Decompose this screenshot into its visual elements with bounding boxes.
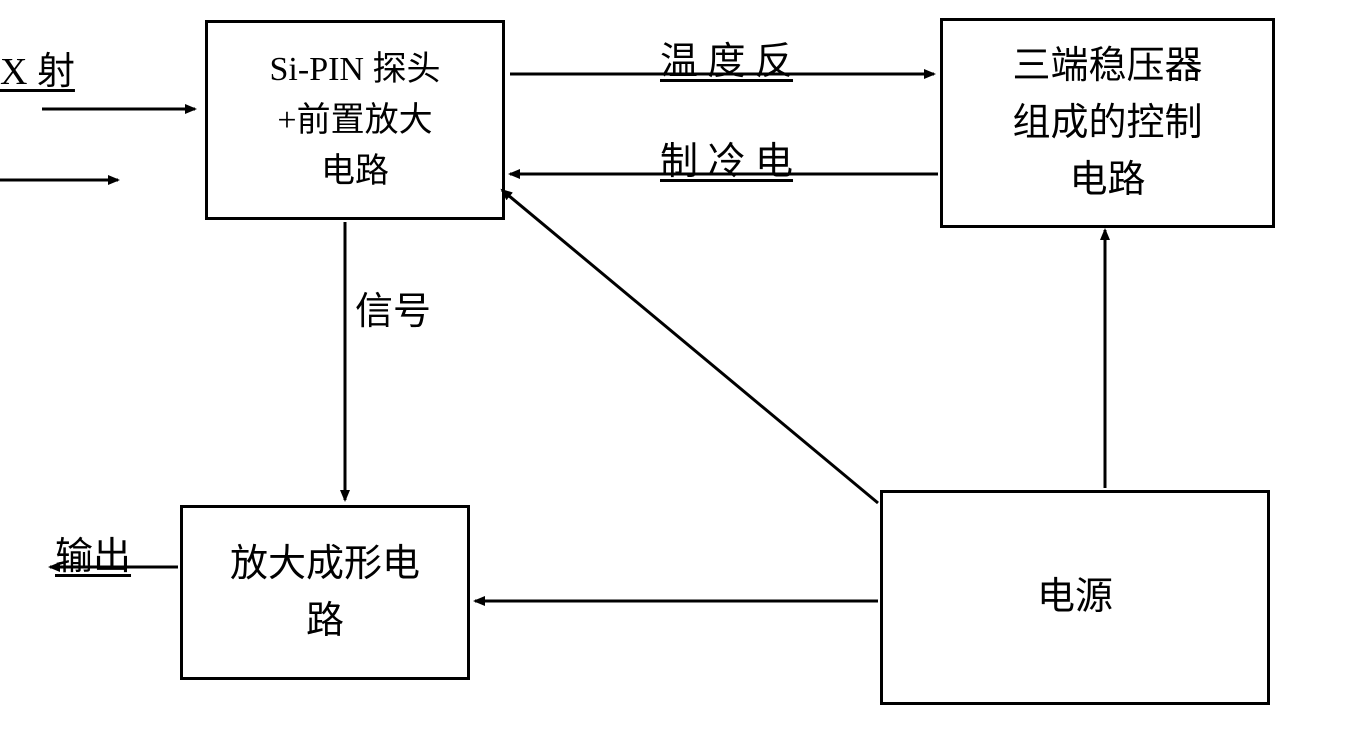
power-to-detector-arrow bbox=[502, 190, 878, 503]
arrows-layer bbox=[0, 0, 1354, 740]
